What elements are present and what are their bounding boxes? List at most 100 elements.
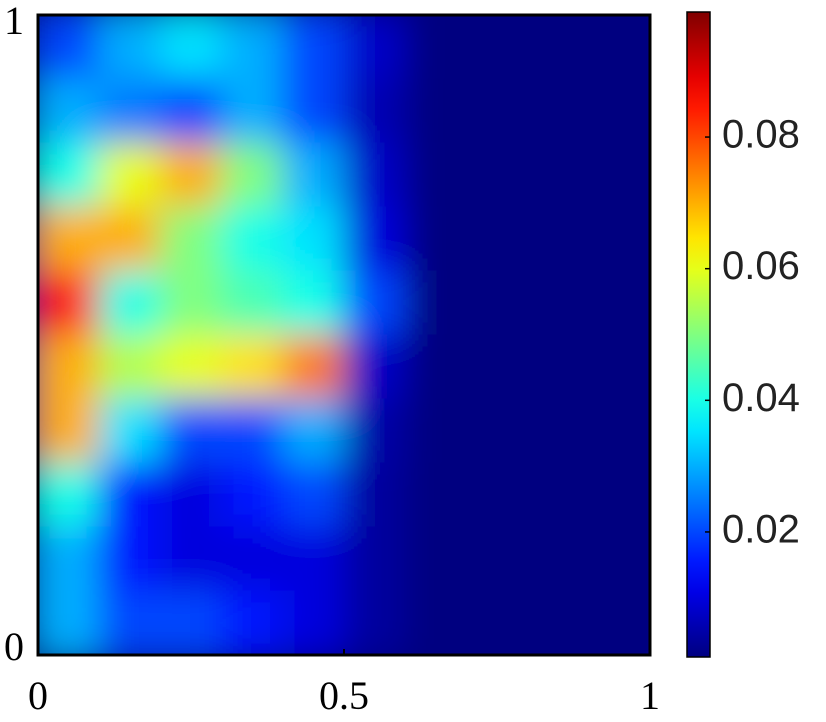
heat-cell <box>465 334 529 400</box>
colorbar-tick-label: 0.02 <box>722 508 800 552</box>
heat-cell <box>343 590 406 655</box>
heat-cell <box>465 526 529 592</box>
colorbar: 0.02 0.04 0.06 0.08 <box>686 11 800 658</box>
heat-cell <box>282 334 345 400</box>
heat-cell <box>343 78 406 144</box>
heat-cell <box>159 334 223 400</box>
heat-cell <box>282 398 345 464</box>
y-tick-label: 0 <box>4 624 24 669</box>
heat-cell <box>221 270 284 336</box>
heat-cell <box>343 15 406 80</box>
heat-cell <box>588 462 650 528</box>
heat-cell <box>465 398 529 464</box>
heat-cell <box>588 15 650 80</box>
heat-cell <box>404 270 467 336</box>
heat-cell <box>282 15 345 80</box>
heat-cell <box>38 398 100 464</box>
heat-cell <box>98 206 161 272</box>
heat-cell <box>527 526 590 592</box>
heat-cell <box>404 526 467 592</box>
heat-cell <box>465 270 529 336</box>
heat-cell <box>221 398 284 464</box>
heat-cell <box>465 78 529 144</box>
heatmap-cells <box>38 15 650 655</box>
heat-cell <box>343 270 406 336</box>
heat-cell <box>527 206 590 272</box>
heat-cell <box>404 206 467 272</box>
heat-cell <box>343 462 406 528</box>
heat-cell <box>527 590 590 655</box>
colorbar-tick-label: 0.06 <box>722 244 800 288</box>
heat-cell <box>98 462 161 528</box>
y-tick-label: 1 <box>4 0 24 43</box>
heat-cell <box>343 334 406 400</box>
heat-cell <box>98 15 161 80</box>
heat-cell <box>159 142 223 208</box>
x-tick-label: 0 <box>28 673 48 718</box>
heat-cell <box>159 526 223 592</box>
heat-cell <box>38 270 100 336</box>
heat-cell <box>465 15 529 80</box>
heat-cell <box>98 526 161 592</box>
heat-cell <box>38 15 100 80</box>
heat-cell <box>343 206 406 272</box>
heat-cell <box>221 462 284 528</box>
heat-cell <box>527 334 590 400</box>
heat-cell <box>404 78 467 144</box>
heat-cell <box>98 142 161 208</box>
heat-cell <box>404 398 467 464</box>
colorbar-fill <box>686 11 711 658</box>
heat-cell <box>588 526 650 592</box>
heat-cell <box>98 398 161 464</box>
heat-cell <box>221 526 284 592</box>
heat-cell <box>588 206 650 272</box>
heat-cell <box>343 526 406 592</box>
heat-cell <box>527 142 590 208</box>
heat-cell <box>221 206 284 272</box>
heat-cell <box>343 142 406 208</box>
heat-cell <box>38 526 100 592</box>
heat-cell <box>38 142 100 208</box>
heat-cell <box>527 270 590 336</box>
heat-cell <box>588 398 650 464</box>
heat-cell <box>282 78 345 144</box>
heat-cell <box>465 206 529 272</box>
heat-cell <box>221 142 284 208</box>
heat-cell <box>221 78 284 144</box>
heat-cell <box>159 270 223 336</box>
heat-cell <box>404 334 467 400</box>
heat-cell <box>465 462 529 528</box>
heat-cell <box>38 78 100 144</box>
heat-cell <box>588 334 650 400</box>
heat-cell <box>404 462 467 528</box>
heat-cell <box>38 206 100 272</box>
x-tick-label: 0.5 <box>319 673 369 718</box>
colorbar-tick-label: 0.04 <box>722 376 800 420</box>
heat-cell <box>98 590 161 655</box>
heat-cell <box>159 590 223 655</box>
heat-cell <box>38 334 100 400</box>
heat-cell <box>527 78 590 144</box>
heat-cell <box>282 142 345 208</box>
heat-cell <box>159 398 223 464</box>
heat-cell <box>282 206 345 272</box>
heat-cell <box>282 270 345 336</box>
heat-cell <box>527 15 590 80</box>
heatmap <box>38 15 650 655</box>
heat-cell <box>404 590 467 655</box>
heat-cell <box>159 78 223 144</box>
heat-cell <box>404 142 467 208</box>
heat-cell <box>38 462 100 528</box>
heat-cell <box>159 462 223 528</box>
x-tick-label: 1 <box>640 673 660 718</box>
colorbar-tick-label: 0.08 <box>722 113 800 157</box>
heat-cell <box>159 15 223 80</box>
heat-cell <box>527 398 590 464</box>
heat-cell <box>465 142 529 208</box>
heat-cell <box>282 462 345 528</box>
heat-cell <box>404 15 467 80</box>
heat-cell <box>159 206 223 272</box>
heat-cell <box>588 270 650 336</box>
heat-cell <box>98 270 161 336</box>
